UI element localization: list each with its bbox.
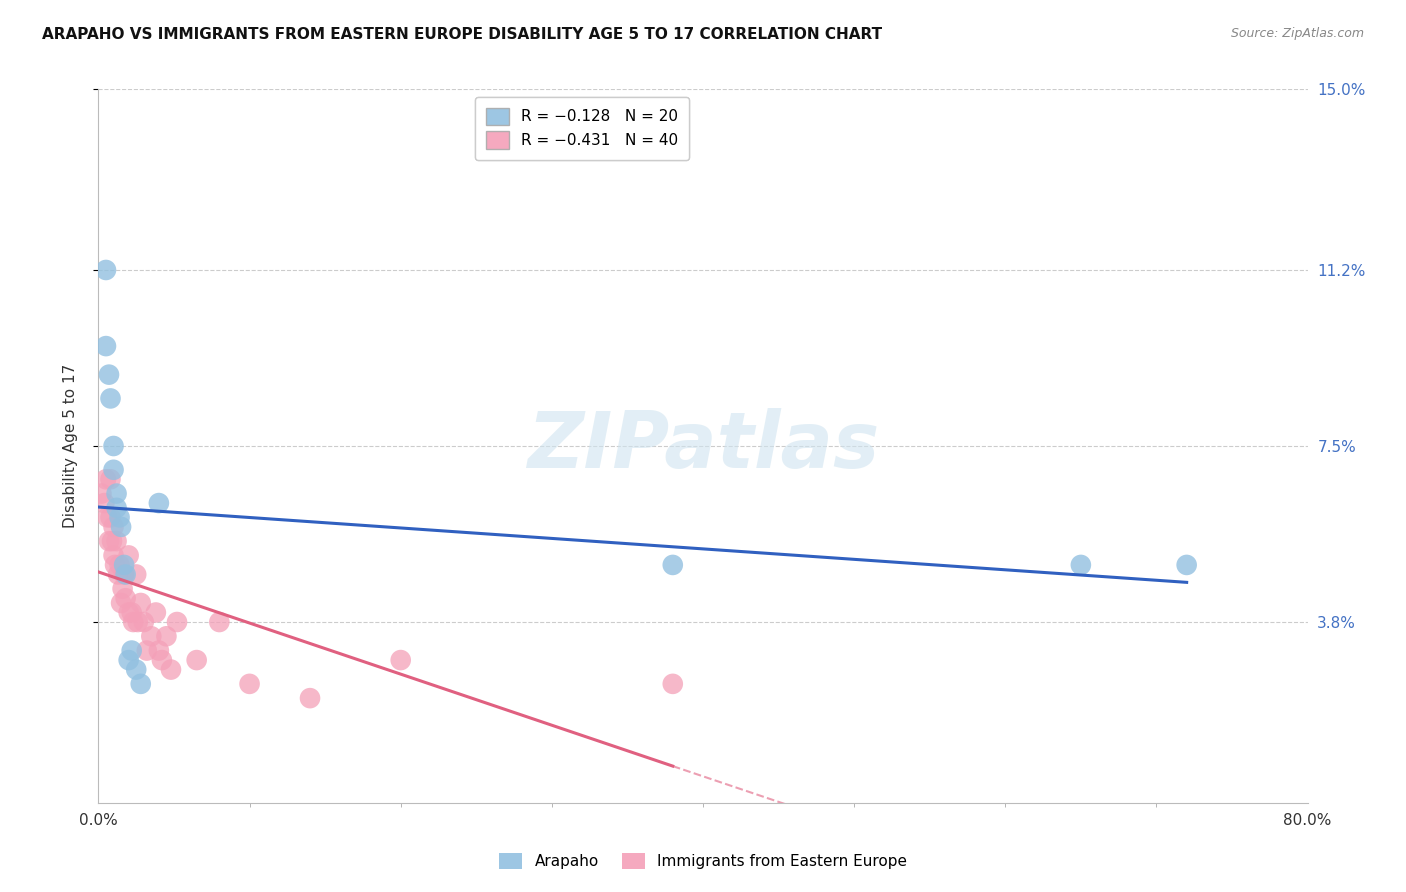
Point — [141, 629, 163, 643]
Point — [662, 677, 685, 691]
Point — [121, 606, 143, 620]
Point — [96, 510, 118, 524]
Point — [160, 663, 183, 677]
Point — [118, 549, 141, 563]
Point — [121, 643, 143, 657]
Point — [110, 520, 132, 534]
Point — [98, 368, 121, 382]
Legend: R = −0.128   N = 20, R = −0.431   N = 40: R = −0.128 N = 20, R = −0.431 N = 40 — [475, 97, 689, 160]
Text: ZIPatlas: ZIPatlas — [527, 408, 879, 484]
Point — [101, 534, 124, 549]
Point — [108, 558, 131, 572]
Point — [112, 558, 135, 572]
Point — [1070, 558, 1092, 572]
Point — [127, 615, 149, 629]
Y-axis label: Disability Age 5 to 17: Disability Age 5 to 17 — [63, 364, 77, 528]
Text: ARAPAHO VS IMMIGRANTS FROM EASTERN EUROPE DISABILITY AGE 5 TO 17 CORRELATION CHA: ARAPAHO VS IMMIGRANTS FROM EASTERN EUROP… — [42, 27, 883, 42]
Point — [166, 615, 188, 629]
Point — [103, 520, 125, 534]
Point — [155, 629, 177, 643]
Point — [93, 496, 115, 510]
Point — [100, 472, 122, 486]
Point — [114, 591, 136, 606]
Point — [103, 549, 125, 563]
Point — [105, 500, 128, 515]
Point — [100, 392, 122, 406]
Point — [135, 643, 157, 657]
Point — [105, 534, 128, 549]
Point — [125, 567, 148, 582]
Point — [662, 558, 685, 572]
Point — [129, 596, 152, 610]
Point — [105, 486, 128, 500]
Point — [118, 606, 141, 620]
Point — [129, 677, 152, 691]
Point — [100, 510, 122, 524]
Point — [94, 339, 117, 353]
Point — [103, 439, 125, 453]
Point — [1175, 558, 1198, 572]
Point — [145, 606, 167, 620]
Point — [239, 677, 262, 691]
Point — [112, 567, 135, 582]
Point — [94, 263, 117, 277]
Point — [111, 582, 134, 596]
Point — [107, 567, 129, 582]
Point — [150, 653, 173, 667]
Point — [148, 643, 170, 657]
Point — [118, 653, 141, 667]
Point — [103, 463, 125, 477]
Point — [114, 567, 136, 582]
Point — [148, 496, 170, 510]
Point — [90, 486, 112, 500]
Point — [299, 691, 322, 706]
Point — [94, 472, 117, 486]
Point — [125, 663, 148, 677]
Point — [132, 615, 155, 629]
Text: Source: ZipAtlas.com: Source: ZipAtlas.com — [1230, 27, 1364, 40]
Point — [186, 653, 208, 667]
Point — [208, 615, 231, 629]
Point — [389, 653, 412, 667]
Point — [122, 615, 145, 629]
Point — [104, 558, 127, 572]
Point — [98, 534, 121, 549]
Legend: Arapaho, Immigrants from Eastern Europe: Arapaho, Immigrants from Eastern Europe — [494, 847, 912, 875]
Point — [108, 510, 131, 524]
Point — [110, 596, 132, 610]
